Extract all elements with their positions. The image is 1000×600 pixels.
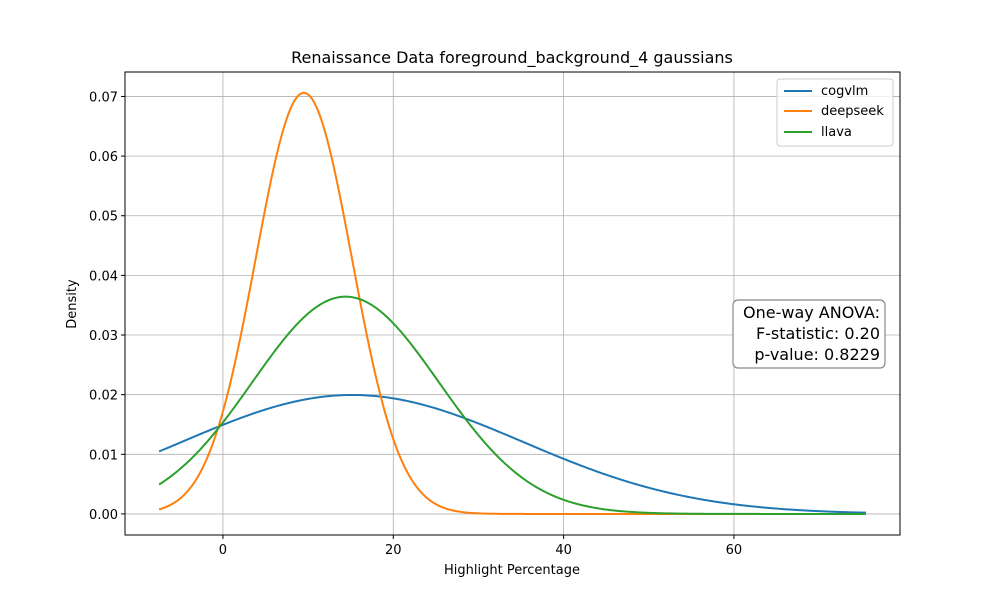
anova-f-statistic: F-statistic: 0.20: [756, 324, 880, 343]
y-tick-label: 0.03: [89, 329, 118, 344]
x-tick-label: 0: [219, 543, 227, 558]
y-axis-label: Density: [65, 279, 80, 329]
series-line-cogvlm: [158, 393, 866, 514]
legend-label-llava: llava: [821, 125, 852, 140]
anova-heading: One-way ANOVA:: [743, 303, 880, 322]
y-tick-label: 0.01: [89, 448, 118, 463]
x-tick-label: 40: [555, 543, 572, 558]
y-tick-label: 0.04: [89, 269, 118, 284]
legend-label-deepseek: deepseek: [821, 104, 884, 119]
anova-p-value: p-value: 0.8229: [754, 345, 880, 364]
legend-box: [776, 78, 894, 147]
y-tick-label: 0.02: [89, 389, 118, 404]
y-tick-label: 0.05: [89, 210, 118, 225]
grid: [125, 72, 900, 535]
x-axis-label: Highlight Percentage: [444, 563, 580, 578]
y-tick-label: 0.00: [89, 508, 118, 523]
anova-box-frame: [732, 299, 886, 369]
x-tick-label: 20: [385, 543, 402, 558]
series-lines: [158, 91, 866, 515]
anova-annotation: One-way ANOVA: F-statistic: 0.20 p-value…: [732, 299, 886, 369]
x-tick-label: 60: [726, 543, 743, 558]
axis-ticks: 0 20 40 60 0.00 0.01 0.02 0.03 0.04 0.05 0.06 0.07: [89, 90, 742, 558]
legend-label-cogvlm: cogvlm: [821, 84, 868, 99]
series-line-llava: [158, 295, 866, 515]
plot-frame: [124, 71, 901, 536]
legend: cogvlm deepseek llava: [776, 78, 894, 147]
y-tick-label: 0.07: [89, 90, 118, 105]
y-tick-label: 0.06: [89, 150, 118, 165]
chart-title: Renaissance Data foreground_background_4…: [291, 48, 733, 68]
